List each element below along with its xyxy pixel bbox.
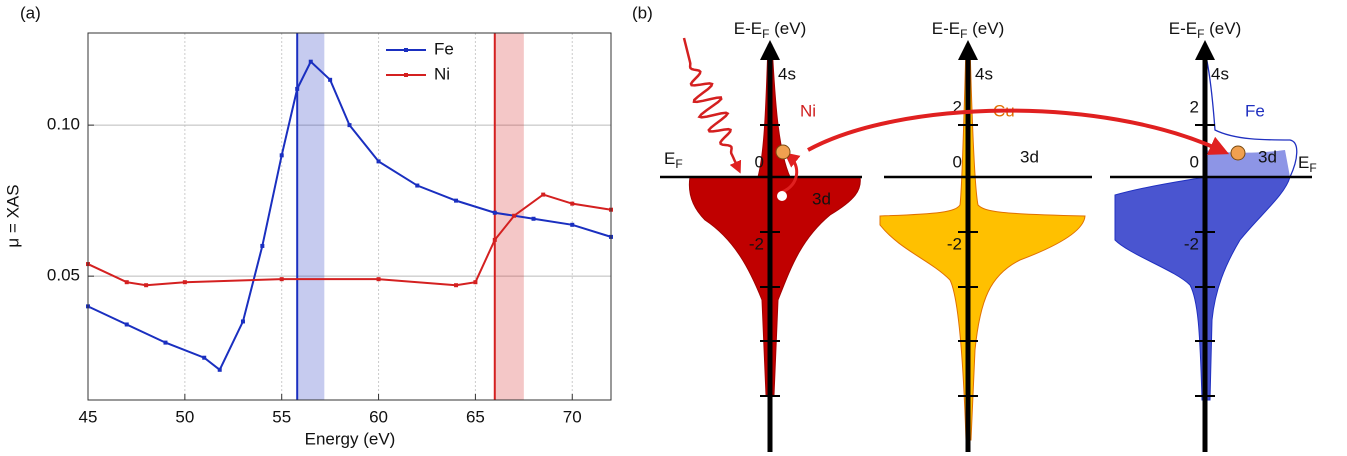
- data-point: [217, 367, 222, 372]
- orbital-label: 4s: [778, 64, 796, 83]
- energy-tick-label: -2: [947, 234, 962, 253]
- data-point: [570, 222, 575, 227]
- axis-label-unit: (eV): [769, 19, 806, 38]
- fermi-sub: F: [1309, 161, 1316, 175]
- x-tick-label: 70: [563, 407, 582, 426]
- energy-axes: 0-2E-EF (eV)20-2E-EF (eV)20-2E-EF (eV): [734, 19, 1242, 452]
- legend-label: Fe: [434, 39, 454, 58]
- energy-tick-label: 2: [1190, 97, 1199, 116]
- legend-marker: [404, 73, 408, 77]
- orbital-label: 3d: [1258, 147, 1277, 166]
- y-tick-label: 0.05: [47, 266, 80, 285]
- highlight-band: [297, 33, 325, 400]
- data-point: [144, 283, 149, 288]
- fermi-main: E: [1298, 153, 1309, 172]
- axis-label: E-EF (eV): [734, 19, 807, 41]
- axis-label-sub: F: [1197, 27, 1204, 41]
- orbital-label: 3d: [812, 189, 831, 208]
- y-axis-label: μ = XAS: [3, 184, 22, 247]
- data-point: [512, 213, 517, 218]
- hole: [777, 191, 787, 201]
- fermi-sub: F: [675, 157, 682, 171]
- axis-label: E-EF (eV): [1169, 19, 1242, 41]
- axis-label-main: E-E: [932, 19, 960, 38]
- excitation-arrow: [781, 152, 801, 194]
- data-point: [570, 201, 575, 206]
- axis-label-unit: (eV): [967, 19, 1004, 38]
- axis-label: E-EF (eV): [932, 19, 1005, 41]
- fermi-main: E: [664, 149, 675, 168]
- x-tick-label: 60: [369, 407, 388, 426]
- panel-a: (a) Energy (eV) μ = XAS 45 50 55 60 65 70 0.05…: [3, 3, 613, 448]
- photon-wave: [682, 37, 742, 174]
- data-point: [492, 237, 497, 242]
- energy-tick-label: 0: [1190, 152, 1199, 171]
- fe-dos-empty-filled: [1205, 150, 1290, 177]
- electron: [1230, 145, 1246, 161]
- cu-dos: [879, 44, 1086, 441]
- x-tick-label: 45: [79, 407, 98, 426]
- data-point: [454, 198, 459, 203]
- energy-tick-label: 0: [953, 152, 962, 171]
- energy-tick-label: 2: [953, 97, 962, 116]
- x-tick-label: 50: [175, 407, 194, 426]
- data-point: [295, 86, 300, 91]
- data-point: [279, 277, 284, 282]
- data-point: [163, 340, 168, 345]
- fermi-label: EF: [664, 149, 683, 171]
- energy-tick-label: -2: [749, 234, 764, 253]
- plot-border: [87, 32, 612, 401]
- panel-label: (b): [632, 3, 653, 22]
- axis-label-sub: F: [762, 27, 769, 41]
- legend-label: Ni: [434, 64, 450, 83]
- orbital-label: 4s: [975, 64, 993, 83]
- orbital-label: 3d: [1020, 147, 1039, 166]
- fe-dos-outline: [1202, 44, 1298, 178]
- axis-label-main: E-E: [1169, 19, 1197, 38]
- x-axis-label: Energy (eV): [305, 429, 396, 448]
- data-point: [541, 192, 546, 197]
- axis-label-unit: (eV): [1204, 19, 1241, 38]
- orbital-label: 4s: [1211, 64, 1229, 83]
- data-point: [182, 280, 187, 285]
- plot-frame: [88, 33, 611, 400]
- data-point: [492, 210, 497, 215]
- legend-marker: [404, 48, 408, 52]
- data-point: [240, 319, 245, 324]
- data-point: [347, 123, 352, 128]
- data-point: [376, 159, 381, 164]
- energy-tick-label: 0: [755, 152, 764, 171]
- data-point: [202, 355, 207, 360]
- element-label: Ni: [800, 101, 816, 120]
- x-tick-label: 55: [272, 407, 291, 426]
- electron: [775, 144, 791, 160]
- data-point: [279, 153, 284, 158]
- data-point: [124, 280, 129, 285]
- axis-label-sub: F: [960, 27, 967, 41]
- x-tick-label: 65: [466, 407, 485, 426]
- data-point: [415, 183, 420, 188]
- data-point: [328, 77, 333, 82]
- data-point: [260, 243, 265, 248]
- panel-label: (a): [20, 3, 41, 22]
- data-point: [473, 280, 478, 285]
- data-point: [454, 283, 459, 288]
- axis-label-main: E-E: [734, 19, 762, 38]
- y-tick-label: 0.10: [47, 115, 80, 134]
- data-point: [308, 59, 313, 64]
- transfer-arrow: [807, 108, 1230, 155]
- data-point: [124, 322, 129, 327]
- energy-tick-label: -2: [1184, 234, 1199, 253]
- data-point: [376, 277, 381, 282]
- panel-b: (b) 0-2E-EF (eV)20-2E-EF (eV)20-2E-EF (e…: [632, 3, 1317, 452]
- element-label: Fe: [1245, 101, 1265, 120]
- plot-area: [86, 32, 613, 401]
- data-point: [531, 216, 536, 221]
- fermi-label: EF: [1298, 153, 1317, 175]
